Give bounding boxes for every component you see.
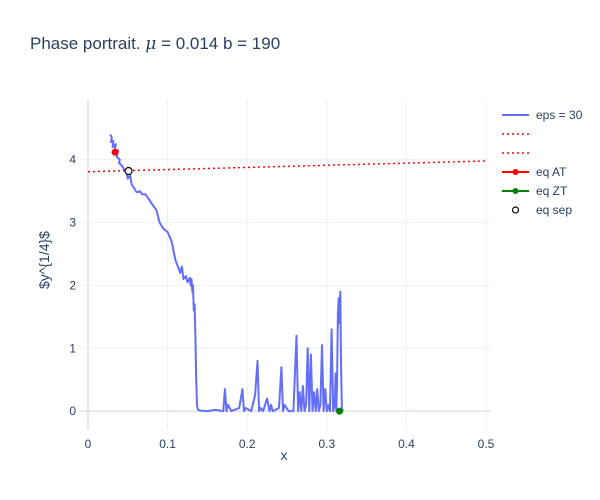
legend[interactable]: eps = 30 eq AT eq ZT eq sep [502,108,583,217]
grid-layer [80,100,490,430]
legend-label: eps = 30 [536,108,583,122]
tick-layer: 0 0.1 0.2 0.3 0.4 0.5 0 1 2 3 4 [69,153,494,451]
legend-swatch-marker [512,188,519,194]
y-tick-label: 3 [69,216,76,230]
chart-title-prefix: Phase portrait. [30,34,146,53]
nullcline-line [87,160,487,173]
legend-swatch-marker [512,169,519,175]
legend-item-0[interactable]: eps = 30 [502,108,583,122]
series-5 [124,166,133,176]
y-tick-label: 1 [69,341,76,355]
data-layer [87,134,487,415]
x-tick-label: 0 [85,437,92,451]
legend-item-3[interactable]: eq AT [502,165,567,179]
legend-item-5[interactable]: eq sep [511,203,573,217]
chart-title: Phase portrait. μ = 0.014 b = 190 [30,34,280,54]
y-tick-label: 2 [69,278,76,292]
series-4 [336,407,344,415]
chart-title-suffix: = 0.014 b = 190 [156,34,281,53]
separatrix-point [124,166,133,176]
chart-title-mu-symbol: μ [145,34,157,54]
legend-swatch-marker [511,206,520,214]
equilibrium-point [111,148,119,156]
trajectory-line [109,134,344,413]
x-tick-label: 0.2 [239,437,256,451]
series-1 [87,160,487,173]
y-tick-label: 4 [69,153,76,167]
legend-label: eq sep [536,203,572,217]
x-tick-label: 0.5 [478,437,495,451]
y-tick-label: 0 [69,404,76,418]
series-0 [109,134,344,413]
legend-item-4[interactable]: eq ZT [502,184,568,198]
series-3 [111,148,119,156]
x-tick-label: 0.4 [398,437,415,451]
equilibrium-point [336,407,344,415]
x-tick-label: 0.1 [159,437,176,451]
legend-label: eq AT [536,165,567,179]
y-axis-title: $y^{1/4}$ [36,231,52,289]
legend-label: eq ZT [536,184,568,198]
x-tick-label: 0.3 [318,437,335,451]
x-axis-title: x [281,447,288,463]
